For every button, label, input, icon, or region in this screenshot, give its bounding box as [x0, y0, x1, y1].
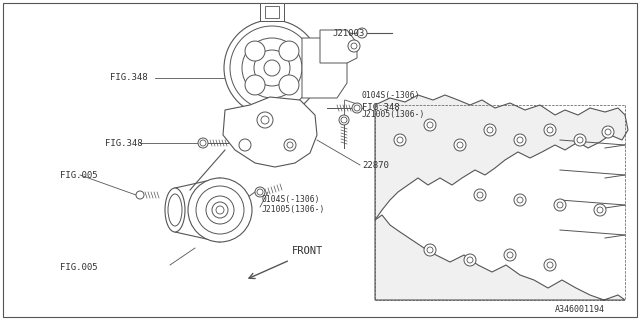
- Polygon shape: [223, 97, 317, 167]
- Circle shape: [544, 259, 556, 271]
- Circle shape: [339, 115, 349, 125]
- Circle shape: [255, 187, 265, 197]
- Text: FIG.348: FIG.348: [110, 74, 148, 83]
- Circle shape: [394, 134, 406, 146]
- Circle shape: [284, 139, 296, 151]
- Circle shape: [239, 139, 251, 151]
- Circle shape: [424, 244, 436, 256]
- Circle shape: [245, 75, 265, 95]
- Circle shape: [224, 20, 320, 116]
- Circle shape: [464, 254, 476, 266]
- Circle shape: [245, 41, 265, 61]
- Circle shape: [474, 189, 486, 201]
- Circle shape: [279, 41, 299, 61]
- Circle shape: [206, 196, 234, 224]
- Circle shape: [198, 138, 208, 148]
- Polygon shape: [302, 38, 347, 98]
- Circle shape: [554, 199, 566, 211]
- Text: FIG.005: FIG.005: [60, 171, 98, 180]
- Text: FIG.348: FIG.348: [362, 103, 399, 113]
- Text: J21005(1306-): J21005(1306-): [362, 110, 426, 119]
- Text: J21003: J21003: [332, 28, 364, 37]
- Text: J21005(1306-): J21005(1306-): [262, 205, 325, 214]
- Circle shape: [279, 75, 299, 95]
- Circle shape: [514, 194, 526, 206]
- Ellipse shape: [165, 188, 185, 232]
- Circle shape: [454, 139, 466, 151]
- Circle shape: [574, 134, 586, 146]
- Text: 22870: 22870: [362, 161, 389, 170]
- Circle shape: [544, 124, 556, 136]
- Polygon shape: [375, 215, 625, 300]
- Circle shape: [602, 126, 614, 138]
- Polygon shape: [375, 95, 628, 220]
- Text: 0104S(-1306): 0104S(-1306): [362, 91, 420, 100]
- Circle shape: [594, 204, 606, 216]
- Text: FIG.348: FIG.348: [105, 139, 143, 148]
- Text: FRONT: FRONT: [292, 246, 323, 256]
- Text: A346001194: A346001194: [555, 306, 605, 315]
- Circle shape: [257, 112, 273, 128]
- Circle shape: [352, 103, 362, 113]
- Circle shape: [504, 249, 516, 261]
- Circle shape: [357, 28, 367, 38]
- Circle shape: [424, 119, 436, 131]
- Circle shape: [188, 178, 252, 242]
- Circle shape: [348, 40, 360, 52]
- Bar: [265, 6, 279, 18]
- Circle shape: [484, 124, 496, 136]
- Circle shape: [136, 191, 144, 199]
- Text: 0104S(-1306): 0104S(-1306): [262, 195, 321, 204]
- Polygon shape: [320, 30, 357, 63]
- Circle shape: [514, 134, 526, 146]
- Text: FIG.005: FIG.005: [60, 263, 98, 273]
- Bar: [260, 3, 284, 21]
